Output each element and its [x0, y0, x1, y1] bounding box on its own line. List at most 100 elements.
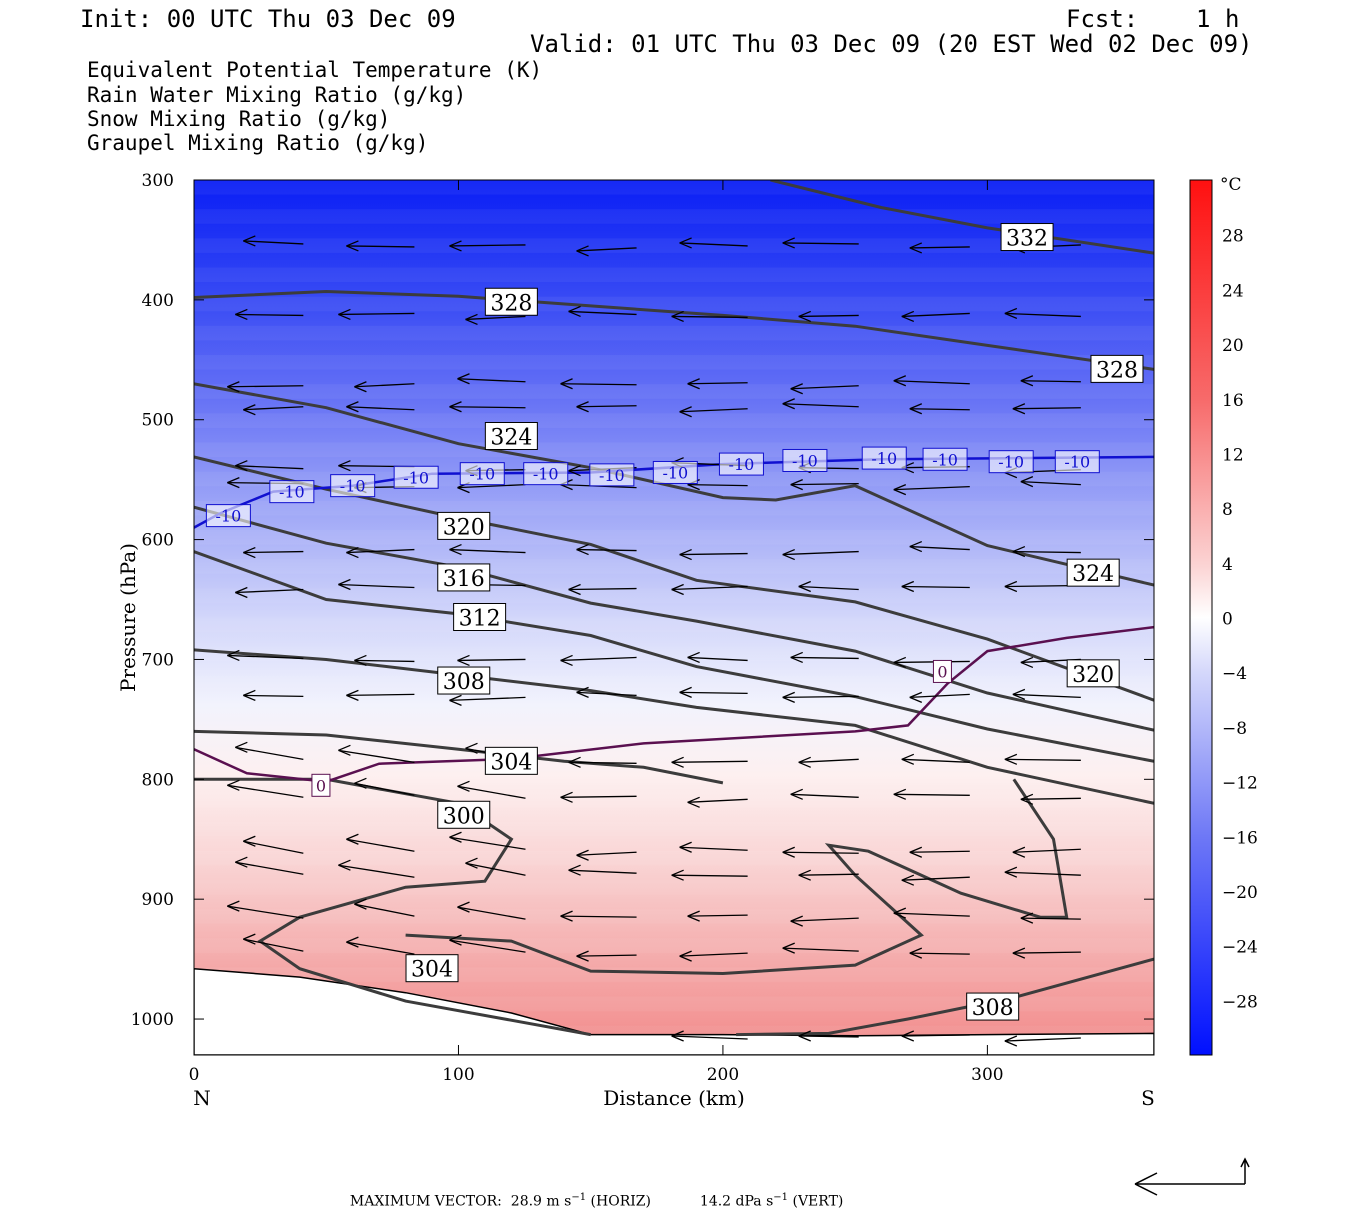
wind-vector [465, 857, 526, 876]
wind-vector [1012, 846, 1081, 858]
isotherm-zero-label: 0 [316, 776, 326, 795]
wind-vector [782, 398, 859, 410]
forecast-hour: Fcst: 1 h [1066, 5, 1240, 33]
wind-vector [782, 548, 859, 561]
theta-e-contour [194, 648, 1154, 805]
wind-vector [346, 401, 415, 413]
plot-area [194, 180, 1154, 1055]
wind-vector [687, 651, 748, 664]
theta-e-contour [405, 778, 1069, 976]
wind-vector [568, 864, 637, 876]
isotherm-label: -10 [533, 465, 559, 484]
shading-band [194, 675, 1154, 691]
wind-vector [243, 546, 304, 559]
valid-time: Valid: 01 UTC Thu 03 Dec 09 (20 EST Wed … [530, 30, 1253, 58]
wind-vector [1012, 403, 1081, 415]
colorbar-label: −8 [1222, 719, 1247, 739]
isotherm-label: -10 [403, 468, 429, 487]
wind-vector [568, 583, 637, 596]
legend-graupel: Graupel Mixing Ratio (g/kg) [87, 131, 429, 155]
isotherm-zero-label-box [932, 659, 952, 683]
wind-vector [1004, 1035, 1081, 1047]
wind-vector [671, 310, 748, 323]
max-vector-label: MAXIMUM VECTOR: [349, 1193, 502, 1210]
wind-vector [798, 1030, 859, 1042]
isotherm-label-box [782, 448, 828, 472]
y-tick-label: 900 [142, 890, 174, 910]
wind-vector [449, 401, 526, 413]
isotherm-label-box [861, 446, 907, 470]
colorbar-label: 12 [1222, 445, 1244, 465]
max-vector-arrow [1134, 1157, 1250, 1196]
wind-vector [243, 404, 304, 416]
wind-vector [671, 869, 748, 881]
wind-vector [687, 796, 748, 808]
x-tick-label: 100 [442, 1065, 474, 1085]
shading-band [194, 384, 1154, 399]
isotherm-label: -10 [998, 453, 1024, 472]
isotherm-zero-label: 0 [937, 662, 947, 681]
contour-label-box [484, 287, 538, 316]
wind-vector [576, 245, 637, 257]
contour-label-box [484, 422, 538, 451]
max-vector-horiz-unit: (HORIZ) [590, 1193, 651, 1210]
wind-vector [346, 240, 415, 252]
shading-band [194, 442, 1154, 458]
isotherm-label-box [922, 447, 968, 471]
contour-label: 324 [1072, 562, 1114, 587]
contour-label-box [437, 666, 491, 695]
y-tick-label: 700 [142, 650, 174, 670]
wind-vector [782, 846, 859, 858]
contour-label-box [1066, 558, 1120, 587]
wind-vector [243, 835, 304, 854]
x-tick-label: 200 [707, 1065, 739, 1085]
wind-vector [790, 479, 859, 491]
wind-vector [449, 934, 526, 953]
max-vector-vert-exp: −1 [773, 1192, 789, 1203]
isotherm-label-box [205, 504, 251, 528]
shading-band [194, 209, 1154, 224]
contour-label-box [1090, 354, 1144, 383]
theta-e-contour [194, 289, 1154, 371]
wind-vector [338, 744, 415, 763]
colorbar-label: −24 [1222, 938, 1258, 958]
wind-vector [560, 378, 637, 390]
wind-vector [893, 788, 970, 800]
isotherm-label-box [523, 462, 569, 486]
wind-vector [790, 651, 859, 664]
contour-label-box [1000, 223, 1054, 252]
wind-vector [346, 833, 415, 852]
wind-vector [909, 242, 970, 254]
y-tick-label: 800 [142, 770, 174, 790]
wind-vector [354, 898, 415, 917]
isotherm-label-box [718, 452, 764, 476]
shading-band [194, 821, 1154, 837]
wind-vector [1012, 688, 1081, 701]
wind-vector [449, 694, 526, 707]
colorbar-label: 20 [1222, 336, 1244, 356]
isotherm-label-box [393, 465, 439, 489]
theta-e-contour [194, 550, 1154, 763]
wind-vector [671, 583, 748, 596]
shading-band [194, 763, 1154, 778]
wind-vector [465, 313, 526, 326]
colorbar-label: −20 [1222, 883, 1258, 903]
wind-vector [338, 308, 415, 321]
wind-vector [893, 375, 970, 387]
y-tick-label: 1000 [131, 1010, 174, 1030]
wind-vector [235, 308, 304, 321]
shading-band [194, 530, 1154, 545]
wind-vector [893, 656, 970, 669]
shading-band [194, 413, 1154, 428]
contour-label: 320 [443, 515, 485, 540]
isotherm-label: -10 [932, 450, 958, 469]
wind-vector [909, 846, 970, 858]
y-tick-label: 400 [142, 291, 174, 311]
wind-vector [679, 841, 748, 853]
wind-vector [243, 235, 304, 247]
wind-vector [909, 691, 970, 704]
colorbar [1189, 179, 1213, 1056]
wind-vector [354, 777, 415, 796]
contour-label-box [453, 603, 507, 631]
wind-vector [790, 788, 859, 800]
